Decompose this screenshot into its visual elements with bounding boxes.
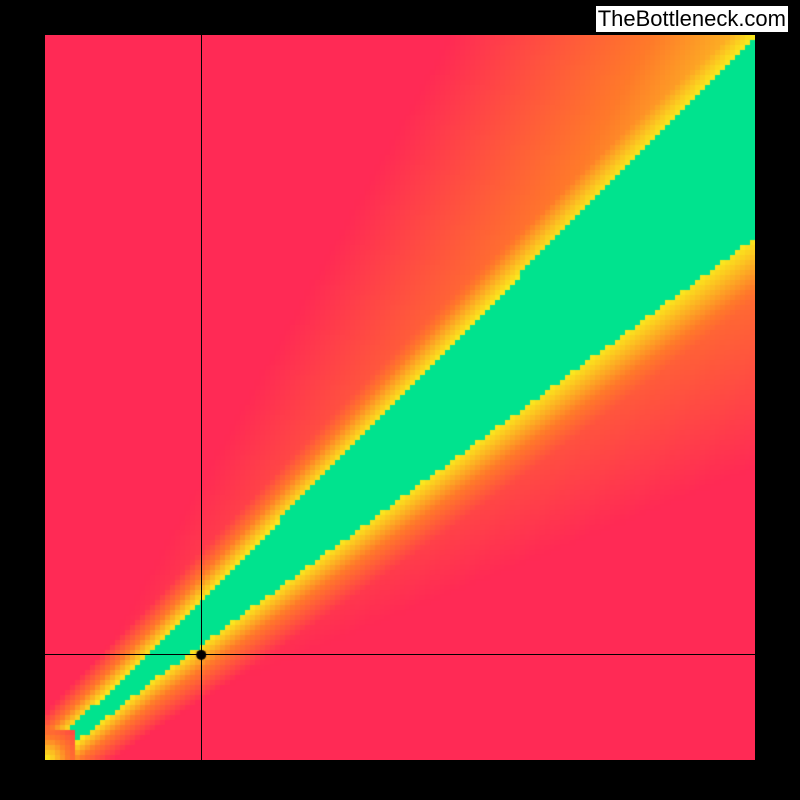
bottleneck-heatmap: [45, 35, 755, 760]
attribution-label: TheBottleneck.com: [596, 6, 788, 32]
chart-container: TheBottleneck.com: [0, 0, 800, 800]
crosshair-vertical: [201, 35, 202, 760]
crosshair-horizontal: [45, 654, 755, 655]
